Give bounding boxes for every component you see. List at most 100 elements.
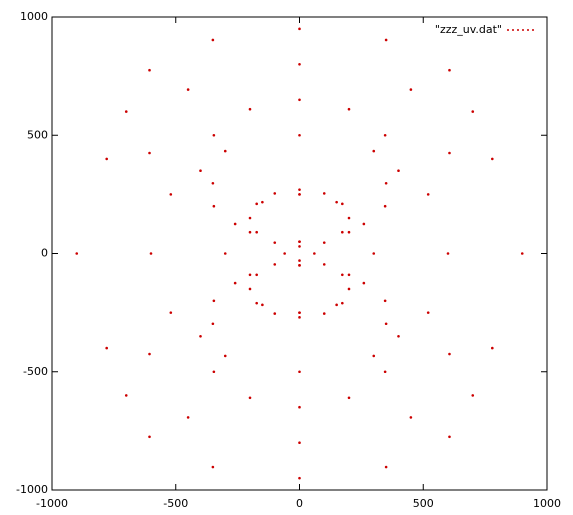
point [362,281,366,285]
point [212,299,216,303]
point [186,416,190,419]
point [322,312,326,315]
point [75,252,79,255]
point [347,107,351,111]
point [298,63,301,66]
point [397,169,400,173]
point [347,396,351,400]
point [248,230,252,234]
legend-label: "zzz_uv.dat" [435,23,502,36]
plot-frame [51,16,548,491]
point [211,465,215,469]
point [255,202,258,206]
point [148,352,151,356]
point [298,476,301,480]
point [169,311,173,314]
point [383,133,387,137]
point [448,435,451,439]
point [233,281,237,285]
x-tick-label: -1000 [36,497,68,510]
legend-marker [512,29,514,31]
point [211,181,215,185]
point [322,192,326,195]
x-tick-label: 1000 [533,497,561,510]
point [341,202,344,206]
point [298,264,301,267]
legend-marker [527,29,529,31]
y-tick-label: 1000 [20,10,48,23]
point [248,216,252,220]
point [211,38,215,42]
point [372,149,376,153]
point [255,230,258,234]
point [409,88,413,91]
point [384,181,388,185]
legend-marker [532,29,534,31]
x-tick-label: 500 [413,497,434,510]
point [261,303,264,307]
point [298,405,301,409]
point [149,252,153,255]
point [448,68,451,72]
point [322,263,326,266]
point [347,216,351,220]
legend-marker [507,29,509,31]
point [273,312,277,315]
point [298,193,301,196]
point [520,252,524,255]
point [212,204,216,208]
point [273,241,277,244]
point [383,204,387,208]
point [105,346,108,350]
point [255,301,258,305]
point [426,193,430,196]
point [248,107,252,111]
point [248,273,252,277]
point [148,68,151,72]
point [491,157,494,161]
point [471,394,475,397]
point [383,299,387,303]
point [372,354,376,358]
point [273,263,277,266]
point [491,346,494,350]
point [199,169,202,173]
point [298,240,301,243]
point [426,311,430,314]
point [298,98,301,102]
point [248,396,252,400]
point [322,241,326,244]
point [211,322,215,326]
point [212,370,216,374]
point [341,273,344,277]
point [124,110,128,113]
point [347,287,351,291]
point [223,354,227,358]
point [169,193,173,196]
point [372,252,376,255]
point [313,252,316,255]
point [199,334,202,338]
point [298,370,301,374]
point [186,88,190,91]
point [384,38,388,42]
point [446,252,450,255]
point [341,230,344,234]
legend-marker [517,29,519,31]
x-tick-label: -500 [163,497,188,510]
point [448,151,451,155]
point [298,133,301,137]
point [335,303,338,307]
point [283,252,286,255]
x-tick-label: 0 [296,497,303,510]
point [341,301,344,305]
point [148,151,151,155]
point [248,287,252,291]
point [261,200,264,204]
y-tick-label: 500 [27,128,48,141]
point [298,27,301,31]
point [383,370,387,374]
y-tick-label: 0 [41,247,48,260]
point [347,230,351,234]
